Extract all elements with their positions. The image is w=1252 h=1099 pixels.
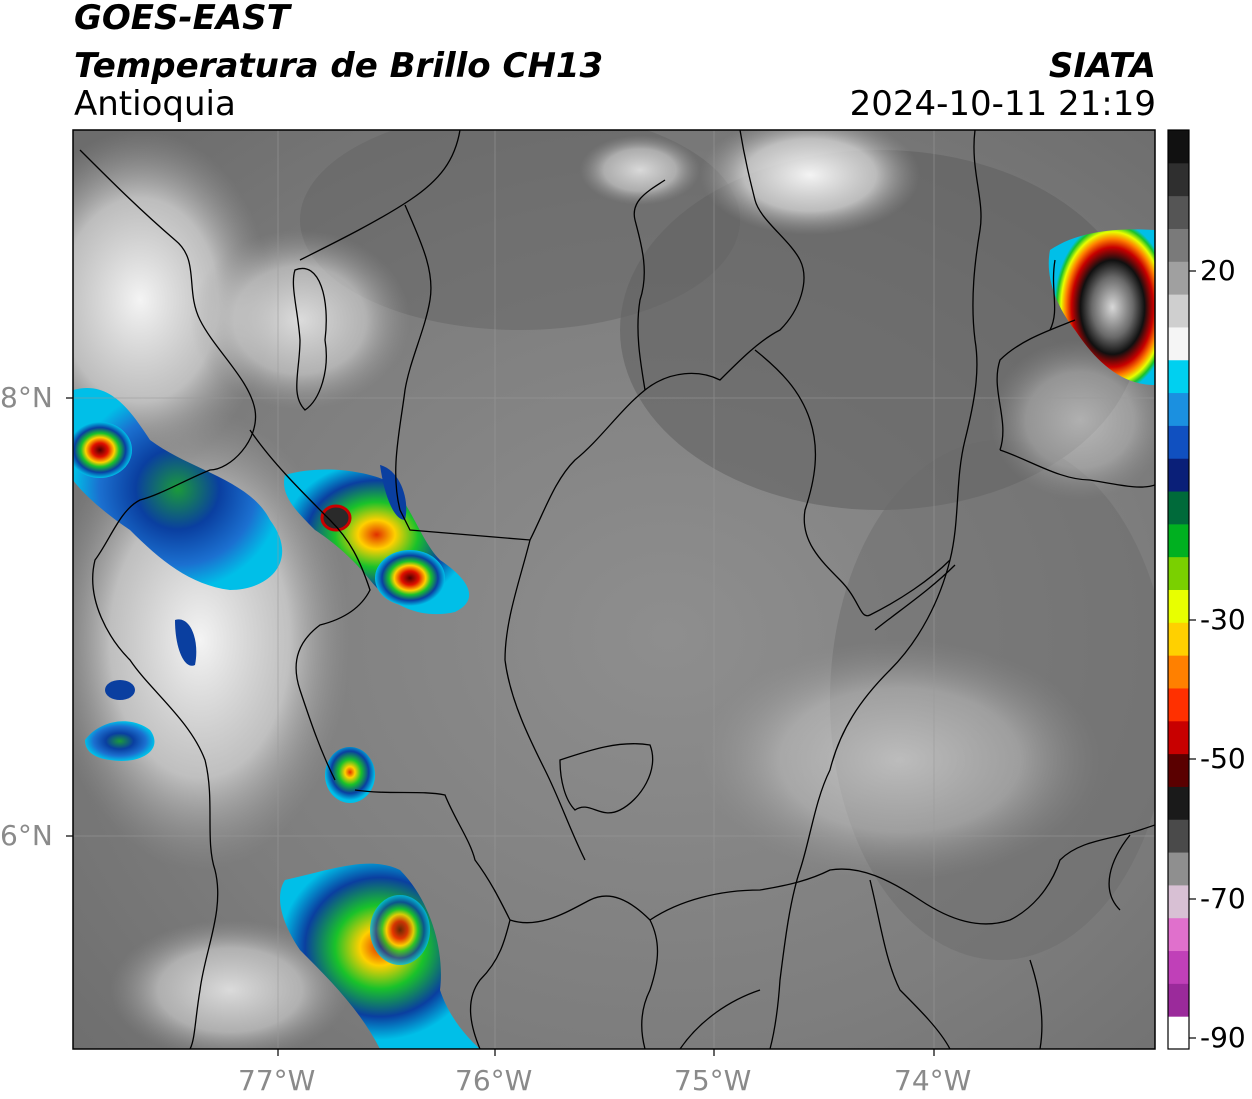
colorbar-band <box>1168 294 1189 328</box>
colorbar-band <box>1168 917 1189 952</box>
dept-boundary <box>1049 259 1056 331</box>
colorbar-band <box>1168 852 1189 886</box>
cloud-field <box>580 135 700 205</box>
cloud-field <box>190 230 410 410</box>
convective-cell-band-core <box>375 550 445 606</box>
convective-cell-west-core <box>73 422 132 478</box>
dept-boundary <box>996 319 1076 451</box>
colorbar-band <box>1168 983 1189 1017</box>
colorbar-label-minus30: -30 <box>1200 603 1246 636</box>
dept-boundary <box>509 895 659 1049</box>
colorbar-frame <box>1167 129 1190 1050</box>
map-frame <box>72 129 1156 1050</box>
dept-boundary <box>354 789 511 1049</box>
axis-ticks <box>66 397 935 1056</box>
convective-cell-south <box>280 863 480 1049</box>
convective-cell-band-overshoot <box>320 504 352 532</box>
colorbar-band <box>1168 162 1189 197</box>
dept-boundary <box>874 564 956 631</box>
colorbar-band <box>1168 687 1189 722</box>
timestamp-label: 2024-10-11 21:19 <box>849 84 1156 124</box>
convective-cell-small <box>325 747 375 803</box>
colorbar-band <box>1168 884 1189 919</box>
colorbar-band <box>1168 359 1189 394</box>
colorbar-band <box>1168 195 1189 229</box>
colorbar-band <box>1168 1016 1189 1050</box>
colorbar-band <box>1168 326 1189 361</box>
dept-boundary-antioquia <box>395 130 805 541</box>
agency-label: SIATA <box>1048 46 1156 86</box>
colorbar-band <box>1168 622 1189 656</box>
cloud-field <box>110 920 350 1049</box>
colorbar-band <box>1168 720 1189 755</box>
convective-cell-northeast <box>1048 229 1155 385</box>
coastline <box>79 149 257 1049</box>
cloud-field <box>700 640 1100 880</box>
colorbar-band <box>1168 392 1189 426</box>
product-title: Temperatura de Brillo CH13 <box>74 46 604 86</box>
boundaries <box>79 130 1155 1049</box>
dept-boundary <box>559 743 654 814</box>
colorbar-band <box>1168 228 1189 262</box>
colorbar-band <box>1168 950 1189 984</box>
convective-cell-coast <box>105 680 135 700</box>
dept-boundary <box>633 179 666 391</box>
colorbar-label-minus70: -70 <box>1200 882 1246 915</box>
colorbar-band <box>1168 556 1189 590</box>
dept-boundary <box>799 559 951 871</box>
convective-cell-scatter <box>175 619 197 666</box>
dept-boundary <box>679 989 761 1049</box>
dept-boundary <box>649 824 1155 925</box>
convective-cell-south-core <box>370 895 430 965</box>
dept-boundary <box>769 869 801 1049</box>
colorbar-band <box>1168 523 1189 558</box>
colorbar-band <box>1168 458 1189 492</box>
region-label: Antioquia <box>74 84 236 124</box>
lat-label-6n: 6°N <box>0 819 53 852</box>
colorbar-band <box>1168 261 1189 295</box>
colorbar-label-minus90: -90 <box>1200 1021 1246 1054</box>
dept-boundary <box>869 879 951 1049</box>
colorbar-band <box>1168 589 1189 623</box>
cloud-field <box>73 130 270 470</box>
lon-label-77w: 77°W <box>238 1064 316 1097</box>
lat-label-8n: 8°N <box>0 381 53 414</box>
convective-cell-coast <box>85 721 155 761</box>
dept-boundary <box>754 349 951 617</box>
lon-label-74w: 74°W <box>894 1064 972 1097</box>
colorbar-band <box>1168 819 1189 853</box>
coastline <box>249 429 371 781</box>
colorbar-band <box>1168 491 1189 525</box>
colorbar-label-20: 20 <box>1200 254 1236 287</box>
cloud-field <box>990 340 1155 500</box>
satellite-title: GOES-EAST <box>74 0 290 38</box>
colorbar-band <box>1168 655 1189 689</box>
colorbar-band <box>1168 786 1189 820</box>
dept-boundary <box>999 449 1155 488</box>
lon-label-75w: 75°W <box>674 1064 752 1097</box>
colorbar <box>1168 130 1189 1050</box>
colorbar-band <box>1168 753 1189 787</box>
dept-boundary <box>1108 834 1131 911</box>
colorbar-band <box>1168 130 1189 164</box>
dept-boundary <box>1029 959 1043 1049</box>
coastline <box>299 130 461 261</box>
coastline <box>292 267 327 411</box>
cloud-field <box>700 130 920 235</box>
colorbar-band <box>1168 425 1189 459</box>
colorbar-label-minus50: -50 <box>1200 742 1246 775</box>
lon-label-76w: 76°W <box>455 1064 533 1097</box>
colorbar-ticks <box>1189 270 1196 1039</box>
dept-boundary <box>949 130 982 561</box>
dept-boundary-antioquia <box>504 539 586 861</box>
graticule <box>73 130 1155 1049</box>
